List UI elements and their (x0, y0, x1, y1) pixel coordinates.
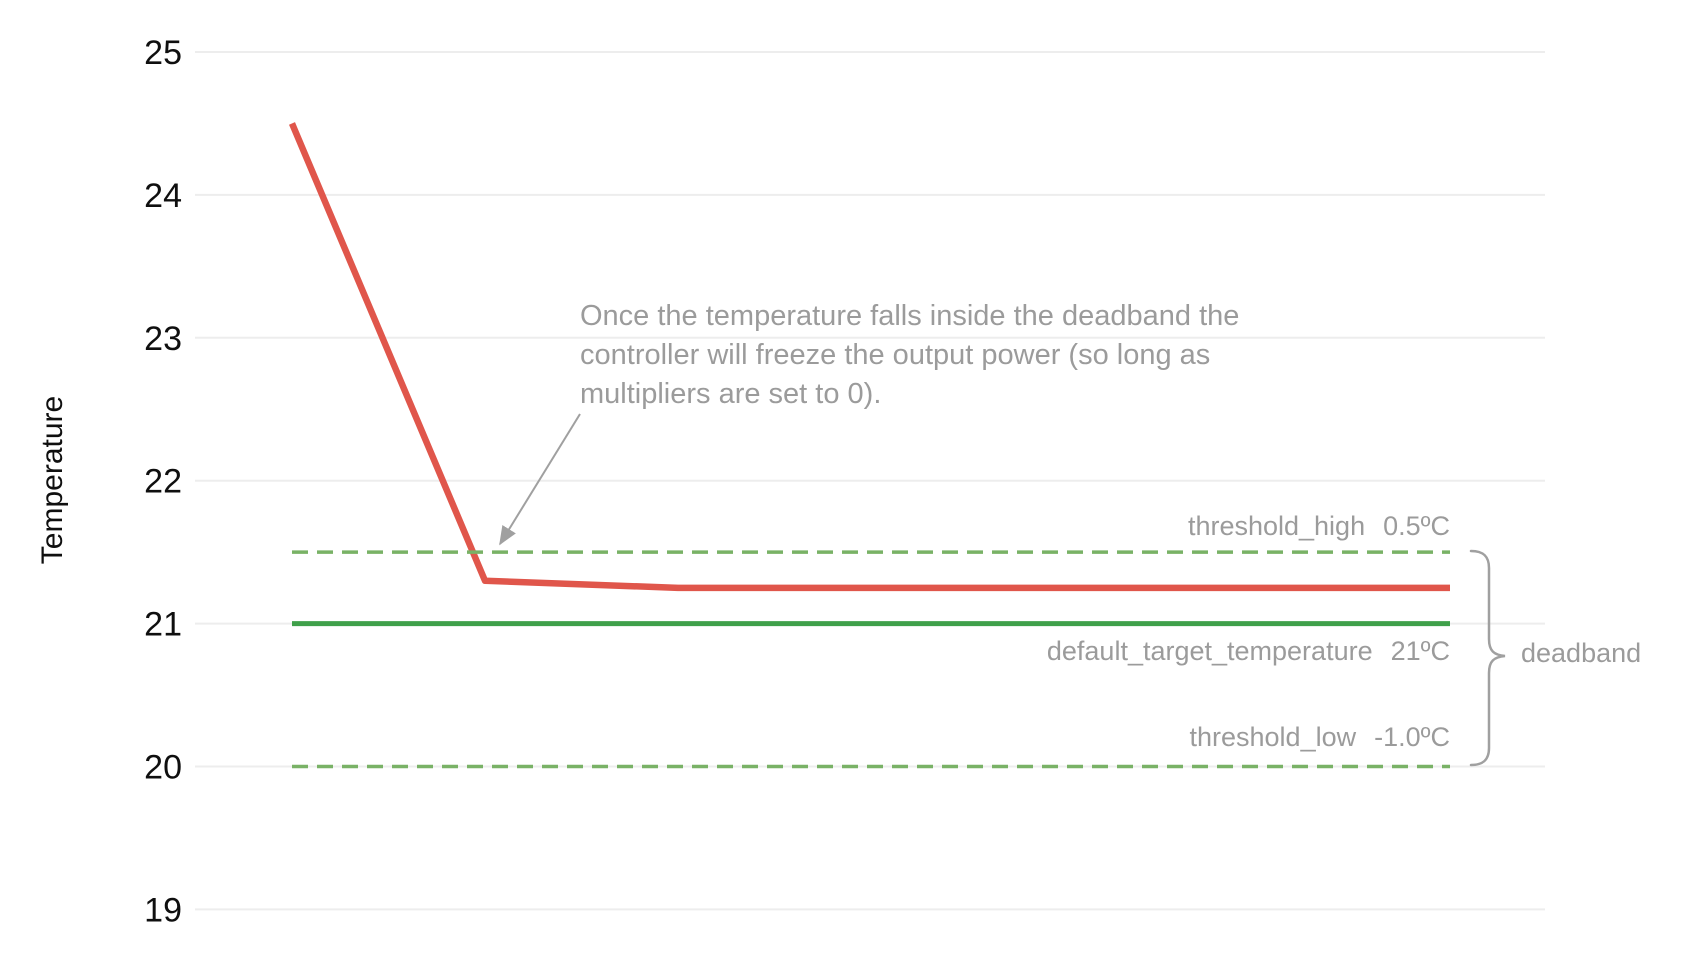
target-temperature-name: default_target_temperature (1046, 636, 1373, 666)
annotation-line-1: Once the temperature falls inside the de… (580, 300, 1240, 332)
y-tick-label: 20 (144, 749, 182, 787)
grid-layer: 25 24 23 22 21 20 19 (144, 34, 1545, 929)
y-tick-label: 19 (144, 891, 182, 929)
y-tick-label: 24 (144, 177, 182, 215)
annotation-line-3: multipliers are set to 0). (580, 378, 882, 410)
y-axis-title: Temperature (36, 396, 69, 564)
threshold-high-value: 0.5ºC (1383, 511, 1450, 541)
y-tick-label: 21 (144, 606, 182, 644)
threshold-high-name: threshold_high (1187, 511, 1366, 541)
threshold-low-value: -1.0ºC (1374, 722, 1450, 752)
deadband-label: deadband (1521, 638, 1642, 668)
threshold-high-label: threshold_high 0.5ºC (1188, 509, 1450, 543)
y-tick-label: 22 (144, 463, 182, 501)
threshold-low-label: threshold_low -1.0ºC (1190, 720, 1451, 754)
annotation-line-2: controller will freeze the output power … (580, 339, 1211, 371)
deadband-brace (1469, 549, 1506, 767)
threshold-low-name: threshold_low (1189, 722, 1357, 752)
annotation-arrow (499, 413, 581, 546)
target-temperature-value: 21ºC (1390, 636, 1450, 666)
annotation-text: Once the temperature falls inside the de… (580, 297, 1239, 414)
temperature-line (289, 122, 1450, 592)
y-tick-label: 23 (144, 320, 182, 358)
target-temperature-label: default_target_temperature 21ºC (1047, 634, 1450, 668)
series-layer (289, 122, 1450, 769)
y-tick-label: 25 (144, 34, 182, 72)
